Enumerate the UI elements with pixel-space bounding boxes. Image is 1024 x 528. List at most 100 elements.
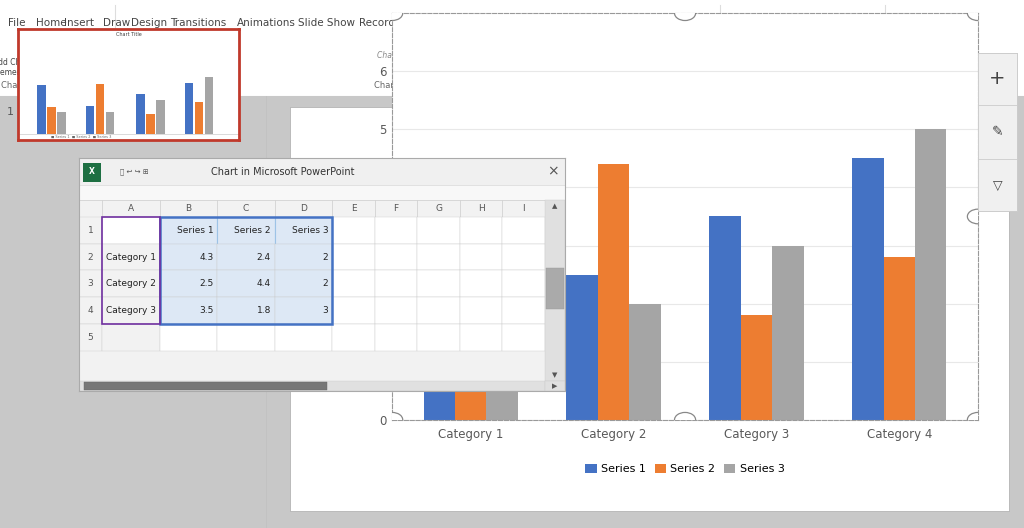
Text: Type: Type — [910, 81, 930, 90]
Text: Add Chart
Element ▾: Add Chart Element ▾ — [0, 58, 32, 78]
Bar — [217, 324, 274, 351]
Text: 2: 2 — [323, 279, 329, 288]
Bar — [160, 217, 332, 324]
Text: ■ Series 1  ■ Series 2  ■ Series 3: ■ Series 1 ■ Series 2 ■ Series 3 — [51, 135, 112, 139]
Bar — [598, 164, 630, 420]
Text: I: I — [522, 204, 525, 213]
Bar — [79, 185, 565, 200]
Bar — [710, 216, 740, 420]
Text: X: X — [89, 167, 95, 176]
Bar — [102, 270, 160, 297]
Bar — [460, 243, 503, 270]
Bar — [455, 280, 486, 420]
Text: 3.5: 3.5 — [199, 306, 213, 315]
Bar — [375, 200, 418, 217]
Bar — [205, 78, 213, 135]
Text: ×: × — [547, 165, 559, 179]
Bar — [332, 297, 375, 324]
Bar — [102, 217, 160, 324]
Text: ✎: ✎ — [991, 125, 1004, 139]
Bar — [102, 200, 160, 217]
Bar — [274, 217, 332, 243]
Bar — [375, 217, 418, 243]
Text: Edit
Data ▾: Edit Data ▾ — [817, 58, 843, 78]
Bar — [79, 243, 102, 270]
Bar — [418, 217, 460, 243]
Bar — [503, 270, 545, 297]
Bar — [79, 324, 102, 351]
Bar — [217, 200, 274, 217]
Text: 5: 5 — [88, 333, 93, 342]
Text: Review: Review — [397, 18, 434, 28]
Bar — [332, 324, 375, 351]
Text: Chart Layouts: Chart Layouts — [1, 81, 59, 90]
Text: ▲: ▲ — [552, 203, 558, 209]
Bar — [83, 163, 101, 182]
Bar — [79, 381, 545, 391]
Text: Help: Help — [465, 18, 488, 28]
Text: +: + — [989, 70, 1006, 88]
Text: Category 1: Category 1 — [106, 252, 156, 261]
Text: 4.4: 4.4 — [257, 279, 271, 288]
Text: Transitions: Transitions — [170, 18, 226, 28]
Bar — [566, 275, 598, 420]
Bar — [84, 382, 327, 390]
Bar — [418, 324, 460, 351]
Bar — [37, 86, 46, 135]
Text: Switch Row/
Column: Switch Row/ Column — [722, 58, 768, 78]
Text: 1: 1 — [88, 226, 93, 235]
Bar — [160, 324, 217, 351]
Bar — [160, 243, 217, 270]
Bar — [740, 315, 772, 420]
Bar — [772, 246, 804, 420]
Text: Data: Data — [790, 81, 810, 90]
Text: 2.5: 2.5 — [199, 279, 213, 288]
Bar — [418, 297, 460, 324]
Bar — [47, 107, 55, 135]
Bar — [418, 200, 460, 217]
Bar — [884, 257, 915, 420]
Bar — [274, 297, 332, 324]
Text: Category 3: Category 3 — [106, 306, 156, 315]
Text: Category 2: Category 2 — [106, 279, 156, 288]
Text: Chart Design: Chart Design — [493, 18, 568, 28]
Text: Format: Format — [564, 18, 601, 28]
Bar — [160, 270, 217, 297]
Text: 1: 1 — [7, 107, 13, 117]
Bar — [160, 297, 217, 324]
Bar — [424, 170, 455, 420]
Bar — [545, 381, 565, 391]
Text: Chart Styles: Chart Styles — [377, 51, 423, 60]
Circle shape — [382, 209, 402, 224]
Text: 2: 2 — [323, 252, 329, 261]
Circle shape — [675, 412, 695, 427]
Text: Draw: Draw — [103, 18, 130, 28]
Text: 4: 4 — [88, 306, 93, 315]
Text: Series 1: Series 1 — [177, 226, 213, 235]
Text: H: H — [477, 204, 484, 213]
Text: Chart Title: Chart Title — [116, 32, 141, 37]
Text: Select
Data: Select Data — [781, 58, 805, 78]
Title: Chart Title: Chart Title — [638, 0, 732, 3]
Bar — [136, 95, 144, 135]
Bar — [915, 129, 946, 420]
Text: Insert: Insert — [63, 18, 94, 28]
Bar — [375, 243, 418, 270]
Bar — [102, 297, 160, 324]
Circle shape — [382, 412, 402, 427]
Text: 1.8: 1.8 — [256, 306, 271, 315]
Bar — [79, 217, 102, 243]
Circle shape — [968, 412, 988, 427]
Bar — [274, 324, 332, 351]
Circle shape — [968, 209, 988, 224]
Circle shape — [968, 6, 988, 21]
Bar — [503, 324, 545, 351]
Text: Series 2: Series 2 — [234, 226, 271, 235]
Bar — [217, 297, 274, 324]
Text: Change
Colors ▾: Change Colors ▾ — [73, 58, 103, 78]
Text: Series 3: Series 3 — [292, 226, 329, 235]
Text: F: F — [393, 204, 398, 213]
Bar — [217, 270, 274, 297]
Bar — [545, 200, 565, 381]
Bar — [217, 217, 274, 243]
